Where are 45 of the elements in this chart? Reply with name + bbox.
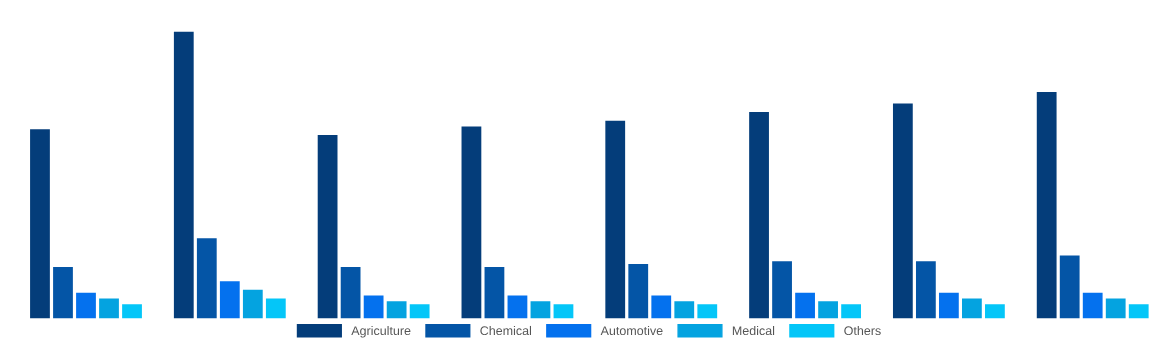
bar (242, 289, 263, 319)
bar (938, 292, 959, 319)
legend-label: Automotive (600, 325, 663, 336)
legend-label: Others (844, 325, 881, 336)
bar (1036, 92, 1057, 319)
bar (915, 261, 936, 319)
legend-label: Agriculture (351, 325, 411, 338)
bar (892, 103, 913, 319)
bar (196, 238, 217, 319)
bar (30, 129, 50, 319)
bar (553, 304, 574, 319)
bar (530, 301, 551, 319)
bar (985, 304, 1005, 319)
legend-label: Chemical (480, 325, 532, 336)
bar (841, 304, 861, 319)
bar (1059, 255, 1080, 319)
bar (409, 304, 430, 319)
bar (1128, 304, 1149, 319)
bar (99, 298, 119, 319)
bar (749, 112, 769, 319)
bar (122, 304, 142, 319)
bar (265, 298, 286, 319)
bar (697, 304, 718, 319)
bar (818, 301, 838, 319)
legend-label: Medical (732, 325, 775, 336)
bar (340, 266, 361, 319)
bar (484, 266, 505, 319)
bar (1105, 298, 1126, 319)
bar (795, 292, 815, 319)
bar (386, 301, 407, 319)
bar (219, 281, 240, 319)
bar (76, 292, 96, 319)
bar (317, 135, 338, 319)
bar (53, 266, 73, 319)
bar (772, 261, 792, 319)
bar (628, 264, 649, 319)
bar (1082, 292, 1103, 319)
bar (507, 295, 528, 319)
bar (651, 295, 672, 319)
bar (674, 301, 695, 319)
bar (962, 298, 982, 319)
bar (363, 295, 384, 319)
bar (461, 126, 482, 319)
bar (173, 31, 194, 319)
bar (605, 120, 626, 319)
